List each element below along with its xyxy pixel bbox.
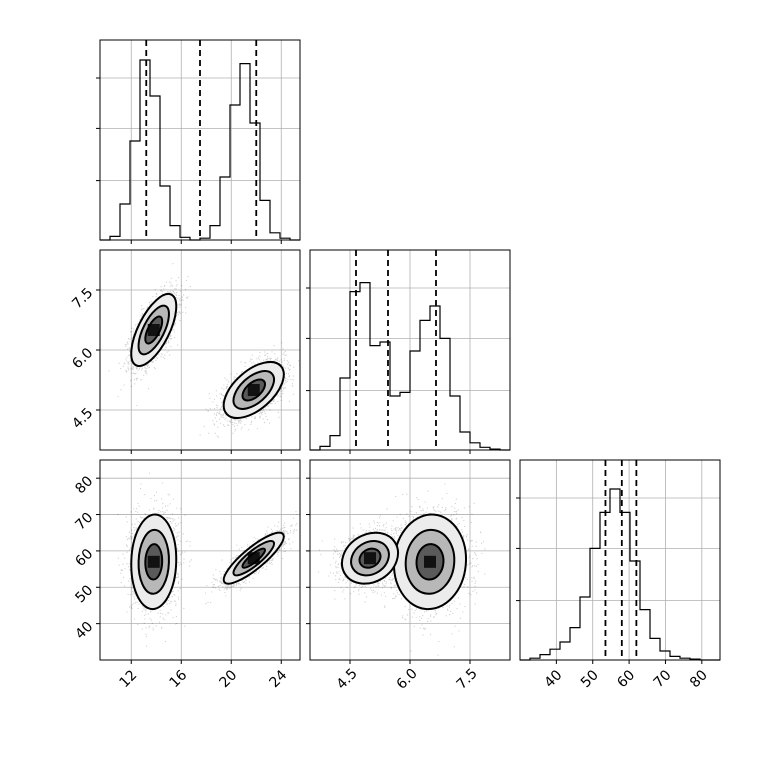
y-axis-p3 — [306, 477, 310, 625]
scatter-panel-p1-p3 — [99, 459, 301, 661]
hist-panel-p1 — [96, 39, 301, 241]
hist-panel-p3 — [516, 459, 721, 661]
x-axis-p1 — [130, 450, 282, 454]
contour-line — [222, 361, 285, 420]
contour-line — [130, 513, 178, 611]
x-axis-p2 — [349, 450, 471, 454]
density-peak — [424, 555, 436, 568]
y-tick-label: 4.5 — [69, 405, 96, 432]
contour-line — [415, 543, 445, 581]
y-tick-label: 80 — [72, 473, 96, 497]
contour-line — [341, 531, 400, 585]
contour-line — [144, 315, 164, 345]
density-peak — [247, 384, 260, 396]
contour-line — [144, 543, 164, 581]
contour-line — [232, 540, 276, 577]
x-tick-label: 50 — [578, 667, 602, 691]
contour-line — [137, 528, 170, 595]
density-peak — [147, 324, 160, 336]
density-peak — [364, 552, 376, 565]
x-tick-label: 4.5 — [334, 666, 361, 693]
x-tick-label: 70 — [651, 667, 675, 691]
contour-line — [241, 547, 266, 569]
contour-line — [404, 528, 456, 595]
x-tick-label: 20 — [216, 667, 240, 691]
contour-line — [137, 304, 170, 356]
y-tick-label: 70 — [72, 510, 96, 534]
histogram-p2 — [310, 282, 510, 451]
panel-frame — [519, 459, 721, 661]
histogram-p1 — [100, 59, 300, 241]
y-tick-label: 60 — [72, 546, 96, 570]
x-axis-p1 — [130, 240, 282, 244]
x-tick-label: 7.5 — [454, 666, 481, 693]
histogram-p3 — [520, 488, 720, 661]
x-tick-label: 40 — [542, 667, 566, 691]
y-tick-label: 40 — [72, 619, 96, 643]
y-tick-label: 50 — [72, 582, 96, 606]
y-tick-label: 7.5 — [69, 285, 96, 312]
y-axis-p2: 4.5 6.0 7.5 — [69, 285, 100, 432]
x-tick-label: 6.0 — [394, 666, 421, 693]
contour-line — [232, 370, 276, 410]
scatter-panel-p1-p2 — [99, 249, 301, 451]
x-tick-label: 60 — [614, 667, 638, 691]
x-tick-label: 12 — [116, 667, 140, 691]
x-tick-label: 24 — [266, 667, 290, 691]
contour-line — [130, 293, 178, 368]
contour-line — [358, 547, 382, 569]
x-axis-p1: 12 16 20 24 — [116, 660, 290, 691]
contour-line — [241, 378, 266, 402]
x-axis-p2: 4.5 6.0 7.5 — [334, 660, 481, 693]
panel-frame — [99, 39, 301, 241]
x-axis-p3: 40 50 60 70 80 — [542, 660, 711, 691]
hist-panel-p2 — [306, 249, 511, 451]
contour-line — [350, 540, 390, 577]
density-peak — [147, 555, 160, 568]
panel-frame — [99, 459, 301, 661]
contour-line — [222, 531, 285, 585]
y-tick-label: 6.0 — [69, 345, 96, 372]
scatter-panel-p2-p3 — [309, 459, 511, 661]
y-axis-p3: 40 50 60 70 80 — [72, 473, 100, 643]
x-tick-label: 16 — [166, 667, 190, 691]
x-tick-label: 80 — [687, 667, 711, 691]
